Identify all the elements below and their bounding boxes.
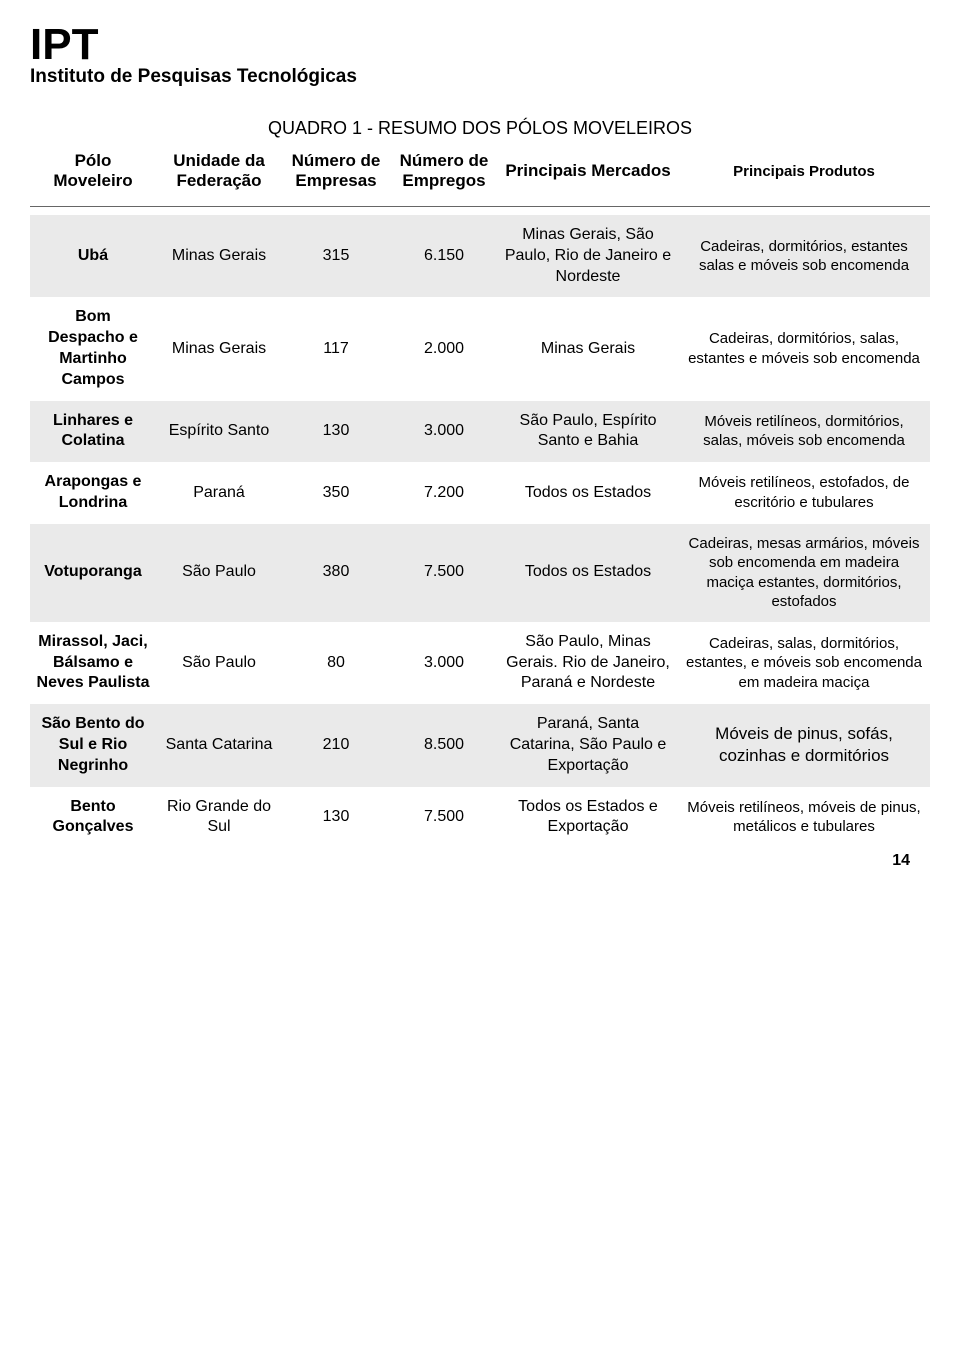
table-row: Mirassol, Jaci, Bálsamo e Neves Paulista… (30, 622, 930, 704)
table-cell: Móveis retilíneos, dormitórios, salas, m… (678, 401, 930, 463)
table-cell: Minas Gerais, São Paulo, Rio de Janeiro … (498, 215, 678, 297)
table-cell: 380 (282, 524, 390, 622)
table-cell: Móveis retilíneos, móveis de pinus, metá… (678, 787, 930, 849)
col-header-empresas: Número de Empresas (282, 147, 390, 197)
table-cell: 315 (282, 215, 390, 297)
table-cell: 6.150 (390, 215, 498, 297)
table-cell: Espírito Santo (156, 401, 282, 463)
page-number: 14 (30, 852, 930, 870)
table-cell: Bom Despacho e Martinho Campos (30, 297, 156, 400)
table-row: São Bento do Sul e Rio NegrinhoSanta Cat… (30, 704, 930, 786)
table-cell: 2.000 (390, 297, 498, 400)
table-cell: 8.500 (390, 704, 498, 786)
table-cell: Minas Gerais (498, 297, 678, 400)
table-cell: Cadeiras, salas, dormitórios, estantes, … (678, 622, 930, 704)
table-row: Bom Despacho e Martinho CamposMinas Gera… (30, 297, 930, 400)
header-separator (30, 206, 930, 207)
table-cell: Rio Grande do Sul (156, 787, 282, 849)
table-row: Arapongas e LondrinaParaná3507.200Todos … (30, 462, 930, 524)
table-cell: Cadeiras, dormitórios, estantes salas e … (678, 215, 930, 297)
col-header-uf: Unidade da Federação (156, 147, 282, 197)
table-title: QUADRO 1 - RESUMO DOS PÓLOS MOVELEIROS (30, 118, 930, 139)
table-cell: 117 (282, 297, 390, 400)
col-header-mercados: Principais Mercados (498, 147, 678, 197)
table-cell: 130 (282, 401, 390, 463)
table-row: VotuporangaSão Paulo3807.500Todos os Est… (30, 524, 930, 622)
table-cell: Todos os Estados (498, 524, 678, 622)
table-cell: São Bento do Sul e Rio Negrinho (30, 704, 156, 786)
table-cell: Cadeiras, dormitórios, salas, estantes e… (678, 297, 930, 400)
table-cell: Todos os Estados e Exportação (498, 787, 678, 849)
table-cell: São Paulo, Minas Gerais. Rio de Janeiro,… (498, 622, 678, 704)
subtitle-text: Instituto de Pesquisas Tecnológicas (30, 66, 930, 88)
table-cell: Paraná (156, 462, 282, 524)
data-table: Pólo Moveleiro Unidade da Federação Núme… (30, 147, 930, 848)
table-cell: 7.200 (390, 462, 498, 524)
table-cell: Paraná, Santa Catarina, São Paulo e Expo… (498, 704, 678, 786)
logo-text: IPT (30, 20, 930, 70)
table-cell: 3.000 (390, 401, 498, 463)
table-cell: São Paulo (156, 524, 282, 622)
table-cell: Bento Gonçalves (30, 787, 156, 849)
table-cell: Votuporanga (30, 524, 156, 622)
table-cell: São Paulo, Espírito Santo e Bahia (498, 401, 678, 463)
table-header-row: Pólo Moveleiro Unidade da Federação Núme… (30, 147, 930, 197)
table-cell: 7.500 (390, 524, 498, 622)
table-cell: Minas Gerais (156, 215, 282, 297)
table-cell: 7.500 (390, 787, 498, 849)
table-cell: Ubá (30, 215, 156, 297)
table-cell: Móveis de pinus, sofás, cozinhas e dormi… (678, 704, 930, 786)
table-row: UbáMinas Gerais3156.150Minas Gerais, São… (30, 215, 930, 297)
table-cell: Cadeiras, mesas armários, móveis sob enc… (678, 524, 930, 622)
table-cell: Móveis retilíneos, estofados, de escritó… (678, 462, 930, 524)
table-body: UbáMinas Gerais3156.150Minas Gerais, São… (30, 215, 930, 848)
table-cell: 350 (282, 462, 390, 524)
col-header-produtos: Principais Produtos (678, 147, 930, 197)
table-cell: Santa Catarina (156, 704, 282, 786)
table-row: Bento GonçalvesRio Grande do Sul1307.500… (30, 787, 930, 849)
table-cell: Mirassol, Jaci, Bálsamo e Neves Paulista (30, 622, 156, 704)
table-cell: Todos os Estados (498, 462, 678, 524)
col-header-polo: Pólo Moveleiro (30, 147, 156, 197)
table-cell: 130 (282, 787, 390, 849)
table-cell: 210 (282, 704, 390, 786)
table-cell: Minas Gerais (156, 297, 282, 400)
table-cell: São Paulo (156, 622, 282, 704)
table-cell: 3.000 (390, 622, 498, 704)
table-cell: Arapongas e Londrina (30, 462, 156, 524)
col-header-empregos: Número de Empregos (390, 147, 498, 197)
table-cell: 80 (282, 622, 390, 704)
table-row: Linhares e ColatinaEspírito Santo1303.00… (30, 401, 930, 463)
table-cell: Linhares e Colatina (30, 401, 156, 463)
